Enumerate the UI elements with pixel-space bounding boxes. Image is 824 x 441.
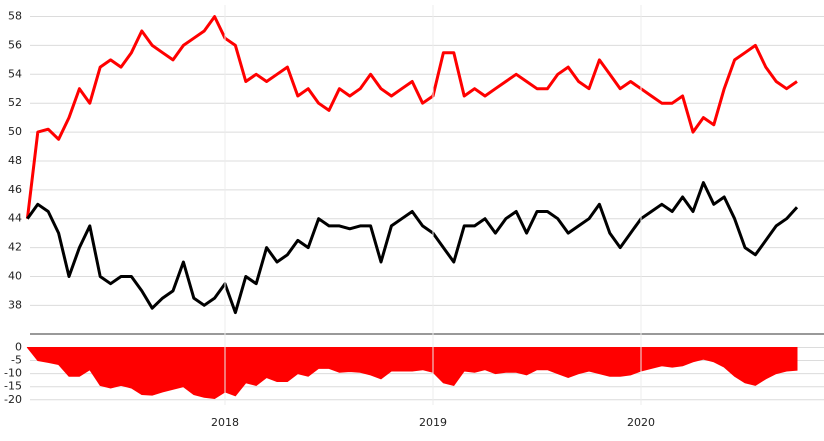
line-series — [25, 15, 798, 219]
y-tick-label: -5 — [11, 354, 22, 367]
y-tick-label: -15 — [4, 380, 22, 393]
x-tick-label: 2018 — [211, 416, 239, 429]
y-tick-label: 54 — [8, 67, 22, 80]
y-tick-label: 40 — [8, 269, 22, 282]
y-tick-label: 46 — [8, 183, 22, 196]
x-tick-label: 2019 — [419, 416, 447, 429]
line-series — [26, 181, 799, 315]
y-tick-label: 50 — [8, 125, 22, 138]
y-tick-label: 48 — [8, 154, 22, 167]
y-tick-label: 52 — [8, 96, 22, 109]
y-tick-label: 0 — [15, 340, 22, 353]
x-tick-label: 2020 — [627, 416, 655, 429]
y-tick-label: 42 — [8, 241, 22, 254]
y-tick-label: 56 — [8, 38, 22, 51]
area-series — [26, 346, 798, 400]
y-tick-label: 58 — [8, 10, 22, 23]
y-tick-label: -20 — [4, 393, 22, 406]
y-tick-label: 38 — [8, 298, 22, 311]
y-tick-label: 44 — [8, 212, 22, 225]
y-tick-label: -10 — [4, 367, 22, 380]
